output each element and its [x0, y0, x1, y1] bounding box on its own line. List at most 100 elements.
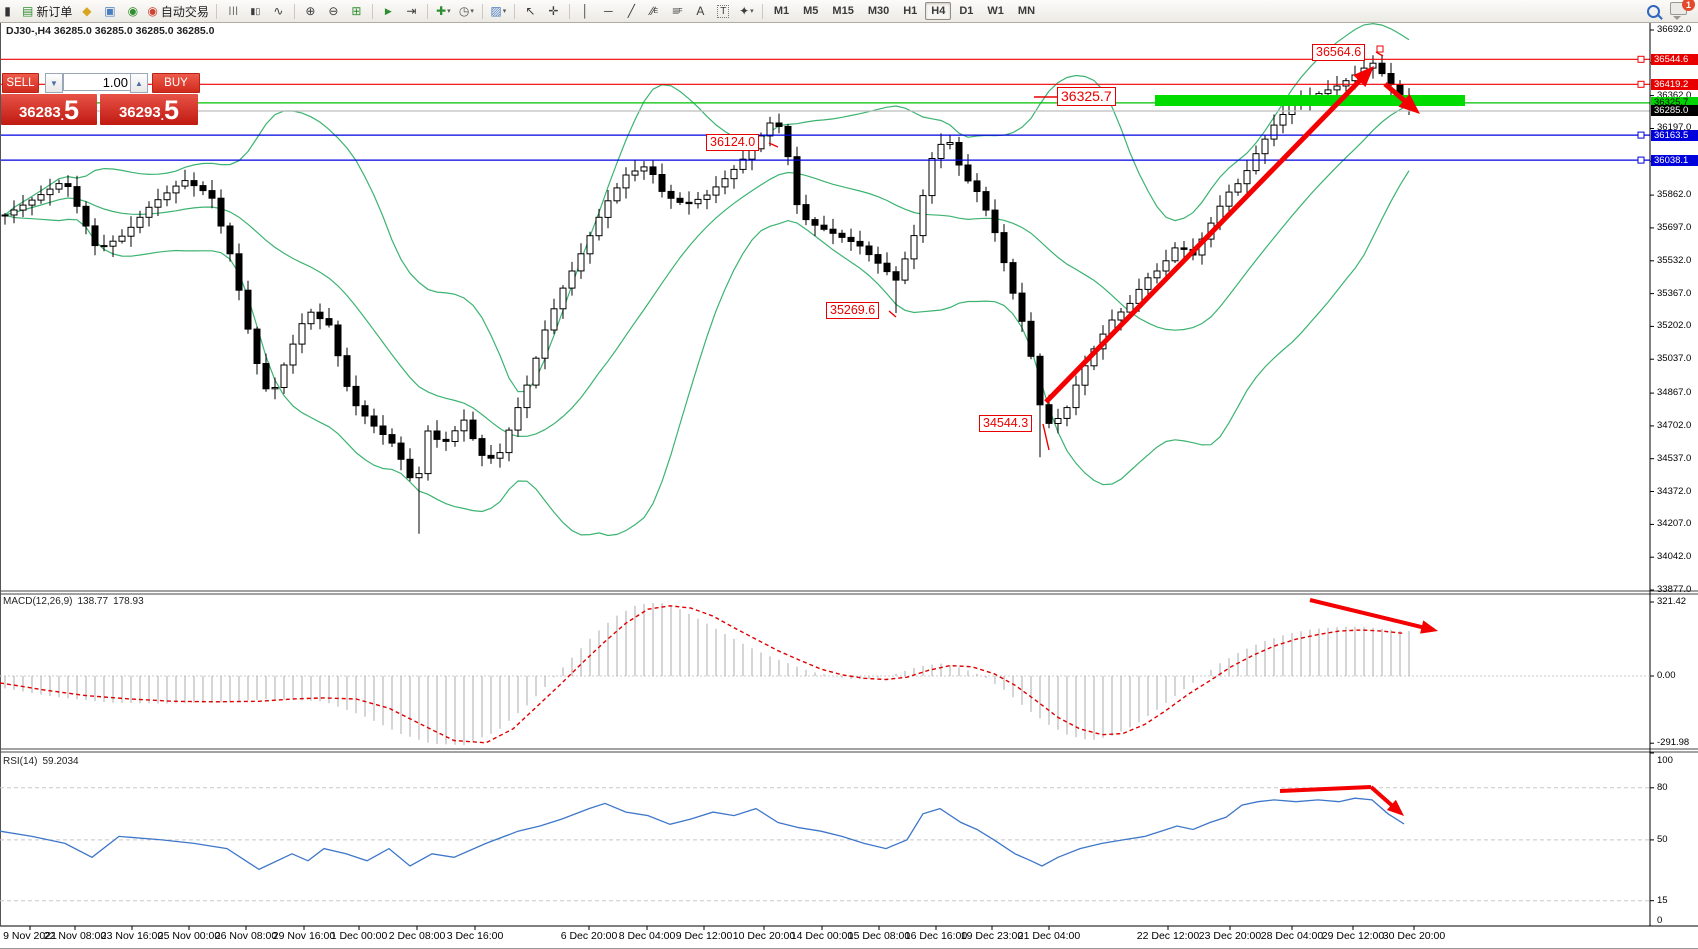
notifications-button[interactable]: 1 [1670, 0, 1695, 20]
price-tick: 36197.0 [1657, 122, 1692, 133]
fibonacci-button[interactable]: ≡ F [667, 2, 688, 20]
chart-shift-button[interactable]: ⇥ [406, 4, 417, 18]
scale-tick-marks [29, 29, 1654, 930]
separator [293, 3, 295, 19]
buy-price-panel[interactable]: 36293. 5 [100, 94, 198, 125]
tab-h1[interactable]: H1 [903, 5, 918, 17]
vertical-line-button[interactable]: │ [581, 4, 590, 18]
price-badge: 36544.6 [1651, 54, 1698, 65]
horizontal-lines[interactable] [0, 55, 1650, 164]
sell-price-frac: 5 [64, 95, 80, 125]
time-label: 28 Dec 04:00 [1260, 930, 1324, 942]
tile-windows-button[interactable]: ⊞ [351, 4, 362, 18]
time-label: 29 Dec 12:00 [1321, 930, 1385, 942]
time-label: 9 Dec 12:00 [675, 930, 733, 942]
chevron-down-icon: ▾ [502, 8, 507, 15]
rsi-tick: 100 [1657, 755, 1673, 766]
terminal-button[interactable]: ▣ [99, 2, 120, 20]
rsi-tick: 15 [1657, 895, 1668, 906]
buy-button[interactable]: BUY [152, 73, 200, 93]
signal-icon: ◉ [127, 4, 139, 18]
tab-h4[interactable]: H4 [925, 2, 952, 20]
autotrade-icon2: ◉ [147, 4, 158, 18]
time-label: 16 Dec 16:00 [904, 930, 968, 942]
price-tick: 35532.0 [1657, 255, 1692, 266]
separator [513, 3, 515, 19]
sell-button[interactable]: SELL [2, 73, 39, 93]
line-chart-button[interactable]: ∿ [273, 4, 284, 18]
price-tick: 35367.0 [1657, 288, 1692, 299]
time-label: 9 Nov 2021 [3, 930, 57, 942]
add-indicator-icon: ✚ [436, 4, 447, 18]
channel-button[interactable]: ∕∕ E [644, 2, 665, 20]
gold-icon: ◆ [82, 4, 92, 18]
label-connectors [768, 45, 1384, 451]
add-indicator-button[interactable]: ✚ ▾ [433, 2, 454, 20]
chart-fragment-icon[interactable]: ▮ [4, 4, 11, 18]
rsi-tick: 0 [1657, 915, 1663, 926]
trendline-button[interactable]: ╱ [627, 4, 635, 18]
price-tick: 33877.0 [1657, 584, 1692, 595]
candle-chart-button[interactable]: ▮▯ [250, 5, 261, 16]
time-label: 15 Dec 08:00 [847, 930, 911, 942]
zoom-out-button[interactable]: ⊖ [328, 4, 339, 18]
price-annotation-label[interactable]: 34544.3 [979, 415, 1033, 432]
time-label: 23 Dec 20:00 [1198, 930, 1262, 942]
trend-arrows[interactable] [1044, 66, 1438, 816]
price-annotation-label[interactable]: 36124.0 [706, 134, 760, 151]
support-band[interactable] [1155, 95, 1465, 106]
notification-badge: 1 [1682, 0, 1695, 11]
macd-value-main: 138.77 [77, 596, 109, 607]
signal-button[interactable]: ◉ [122, 2, 143, 20]
volume-down-button[interactable]: ▼ [45, 73, 63, 93]
separator [568, 3, 570, 19]
tab-m15[interactable]: M15 [832, 5, 854, 17]
tab-d1[interactable]: D1 [959, 5, 974, 17]
autotrade-label: 自动交易 [160, 4, 209, 19]
price-annotation-label[interactable]: 36325.7 [1057, 87, 1116, 106]
zoom-in-button[interactable]: ⊕ [305, 4, 316, 18]
horizontal-line-button[interactable]: ─ [604, 4, 613, 18]
price-tick: 34207.0 [1657, 518, 1692, 529]
tab-m30[interactable]: M30 [867, 5, 890, 17]
macd-tick: 0.00 [1657, 670, 1676, 681]
tab-m1[interactable]: M1 [773, 5, 790, 17]
price-annotation-label[interactable]: 35269.6 [826, 302, 880, 319]
crosshair-button[interactable]: ✛ [548, 4, 559, 18]
auto-scroll-button[interactable]: ▶ [384, 5, 392, 16]
tab-w1[interactable]: W1 [987, 5, 1004, 17]
time-label: 3 Dec 16:00 [446, 930, 504, 942]
channel-icon: ∕∕ [650, 4, 655, 18]
autotrade-button[interactable]: ◉ 自动交易 [145, 2, 211, 20]
shapes-icon: ✦ [739, 4, 750, 18]
price-badge: 36163.5 [1651, 130, 1698, 141]
time-label: 23 Nov 16:00 [100, 930, 164, 942]
tab-m5[interactable]: M5 [803, 5, 819, 17]
tab-mn[interactable]: MN [1017, 5, 1036, 17]
volume-input[interactable]: 1.00 [63, 73, 135, 91]
macd-tick: 321.42 [1657, 596, 1687, 607]
market-watch-button[interactable]: ◆ [76, 2, 97, 20]
period-button[interactable]: ◷ ▾ [456, 2, 477, 20]
time-label: 6 Dec 20:00 [560, 930, 618, 942]
text-label-button[interactable]: T [713, 2, 734, 20]
time-label: 26 Nov 08:00 [214, 930, 278, 942]
macd-value-signal: 178.93 [113, 596, 144, 607]
price-annotation-label[interactable]: 36564.6 [1312, 44, 1366, 61]
bar-chart-button[interactable]: ||| [227, 6, 239, 16]
template-button[interactable]: ▨ ▾ [488, 2, 509, 20]
sell-price-panel[interactable]: 36283. 5 [1, 94, 97, 125]
new-order-button[interactable]: ▤ 新订单 [20, 2, 74, 20]
volume-up-button[interactable]: ▲ [130, 73, 148, 93]
rsi-indicator [0, 787, 1650, 902]
cursor-button[interactable]: ↖ [525, 4, 536, 18]
rsi-value: 59.2034 [42, 756, 79, 767]
search-icon[interactable] [1647, 4, 1660, 18]
time-label: 1 Dec 00:00 [330, 930, 388, 942]
sell-price-dot: . [60, 109, 65, 123]
rsi-title: RSI(14) [3, 756, 38, 767]
shapes-button[interactable]: ✦ ▾ [736, 2, 757, 20]
time-label: 30 Dec 20:00 [1382, 930, 1446, 942]
text-button[interactable]: A [696, 4, 705, 18]
